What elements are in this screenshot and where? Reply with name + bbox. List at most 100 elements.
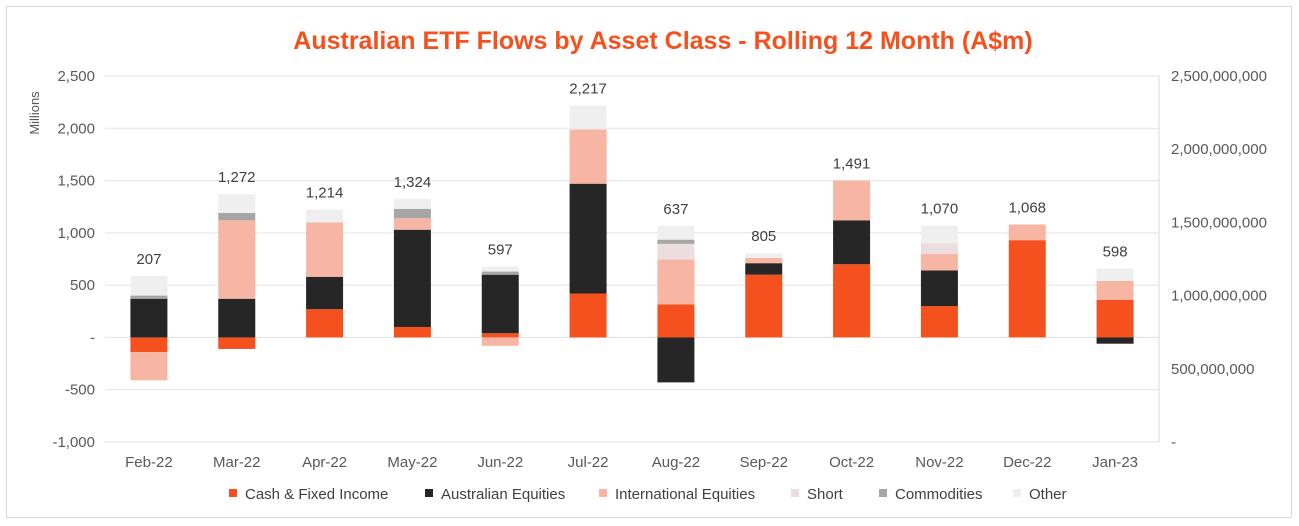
bar-segment xyxy=(657,304,695,338)
bar-segment xyxy=(218,194,256,213)
bars xyxy=(130,105,1134,383)
total-label: 207 xyxy=(136,251,161,268)
bar-segment xyxy=(833,337,871,339)
total-label: 2,217 xyxy=(569,81,607,98)
bar-segment xyxy=(218,220,256,299)
bar-segment xyxy=(130,295,168,299)
y2-tick-label: 500,000,000 xyxy=(1171,361,1254,378)
x-tick-label: Apr-22 xyxy=(302,454,347,471)
y2-tick-label: 2,500,000,000 xyxy=(1171,68,1267,85)
y-tick-label: 2,500 xyxy=(57,68,95,85)
bar-segment xyxy=(1008,224,1046,241)
bar-segment xyxy=(920,243,958,254)
bar-segment xyxy=(920,225,958,244)
total-label: 805 xyxy=(751,228,776,245)
y-tick-label: 500 xyxy=(70,277,95,294)
x-tick-label: Aug-22 xyxy=(652,454,700,471)
bar-segment xyxy=(306,276,344,310)
x-tick-label: Dec-22 xyxy=(1003,454,1051,471)
gridlines xyxy=(105,75,1159,443)
x-tick-label: Jan-23 xyxy=(1092,454,1138,471)
bar-segment xyxy=(657,337,695,383)
y2-tick-label: 1,500,000,000 xyxy=(1171,214,1267,231)
bar-segment xyxy=(569,129,607,184)
bar-segment xyxy=(745,274,783,338)
bar-segment xyxy=(833,264,871,338)
bar-segment xyxy=(130,352,168,381)
bar-segment xyxy=(306,222,344,277)
x-tick-label: Oct-22 xyxy=(829,454,874,471)
bar-segment xyxy=(1096,299,1134,338)
bar-segment xyxy=(920,253,958,271)
y2-tick-label: 1,000,000,000 xyxy=(1171,288,1267,305)
legend-swatch xyxy=(1013,489,1021,497)
bar-segment xyxy=(657,259,695,305)
bar-segment xyxy=(569,105,607,130)
bar-segment xyxy=(1008,337,1046,339)
legend-swatch xyxy=(599,489,607,497)
bar-segment xyxy=(218,337,256,349)
bar-segment xyxy=(657,225,695,240)
bar-segment xyxy=(218,298,256,338)
legend-label: Short xyxy=(807,486,844,503)
bar-segment xyxy=(833,180,871,221)
bar-segment xyxy=(657,239,695,244)
total-label: 597 xyxy=(488,242,513,259)
bar-segment xyxy=(745,257,783,264)
x-tick-label: Mar-22 xyxy=(213,454,261,471)
legend-swatch xyxy=(229,489,237,497)
bar-segment xyxy=(1008,240,1046,338)
x-axis-ticks: Feb-22 Mar-22 Apr-22 May-22 Jun-22 Jul-22 Aug-… xyxy=(125,454,1138,471)
bar-segment xyxy=(393,229,431,327)
legend-label: Australian Equities xyxy=(441,486,565,503)
bar-segment xyxy=(1096,337,1134,344)
bar-segment xyxy=(569,183,607,294)
x-tick-label: Sep-22 xyxy=(740,454,788,471)
legend-swatch xyxy=(879,489,887,497)
bar-segment xyxy=(130,276,168,296)
bar-segment xyxy=(393,218,431,230)
legend-swatch xyxy=(791,489,799,497)
x-tick-label: Jul-22 xyxy=(568,454,609,471)
bar-segment xyxy=(130,298,168,338)
y-tick-label: 1,000 xyxy=(57,225,95,242)
y-tick-label: 1,500 xyxy=(57,173,95,190)
chart: Australian ETF Flows by Asset Class - Ro… xyxy=(27,27,1267,503)
y-tick-label: 2,000 xyxy=(57,120,95,137)
bar-segment xyxy=(920,306,958,338)
bar-segment xyxy=(481,337,519,346)
total-label: 1,068 xyxy=(1008,199,1046,216)
total-label: 1,491 xyxy=(833,156,871,173)
bar-segment xyxy=(745,253,783,258)
total-label: 1,272 xyxy=(218,169,256,186)
total-labels: 207 1,272 1,214 1,324 597 2,217 637 805 1,491 1,0… xyxy=(136,81,1127,268)
total-label: 1,324 xyxy=(394,174,432,191)
bar-segment xyxy=(745,263,783,275)
legend-label: Other xyxy=(1029,486,1067,503)
bar-segment xyxy=(569,293,607,338)
x-tick-label: Jun-22 xyxy=(477,454,523,471)
total-label: 598 xyxy=(1103,244,1128,261)
bar-segment xyxy=(393,208,431,219)
bar-segment xyxy=(218,212,256,221)
legend-label: Cash & Fixed Income xyxy=(245,486,388,503)
y2-tick-label: 2,000,000,000 xyxy=(1171,141,1267,158)
bar-segment xyxy=(306,309,344,338)
secondary-y-axis-ticks: - 500,000,000 1,000,000,000 1,500,000,000 2,… xyxy=(1171,68,1267,451)
bar-segment xyxy=(481,271,519,275)
x-tick-label: Nov-22 xyxy=(915,454,963,471)
x-tick-label: May-22 xyxy=(387,454,437,471)
legend: Cash & Fixed Income Australian Equities In… xyxy=(229,486,1067,503)
y-axis-label: Millions xyxy=(27,91,42,135)
bar-segment xyxy=(657,243,695,260)
bar-segment xyxy=(393,198,431,209)
bar-segment xyxy=(481,333,519,338)
x-tick-label: Feb-22 xyxy=(125,454,173,471)
legend-swatch xyxy=(425,489,433,497)
bar-segment xyxy=(920,270,958,307)
chart-title: Australian ETF Flows by Asset Class - Ro… xyxy=(293,27,1032,55)
total-label: 1,070 xyxy=(921,201,959,218)
bar-segment xyxy=(130,337,168,353)
bar-segment xyxy=(393,326,431,338)
